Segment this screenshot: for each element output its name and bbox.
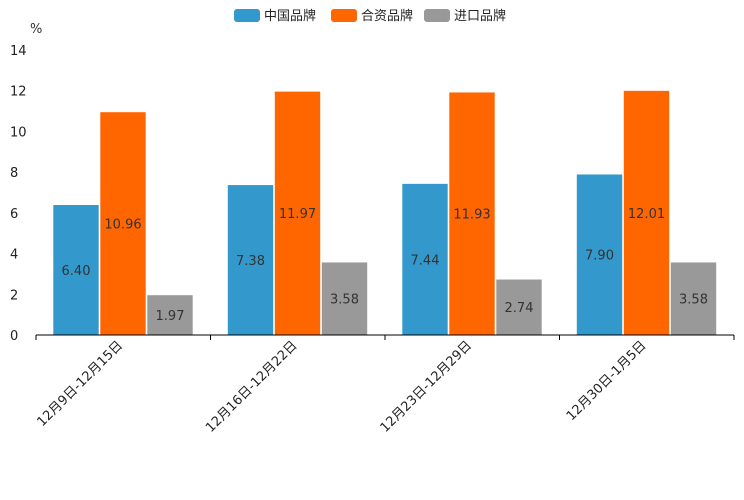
legend-item: 中国品牌 [234,8,316,24]
y-axis-label: % [30,22,42,37]
bar [99,111,147,336]
bar [227,184,274,336]
legend: 中国品牌 合资品牌 进口品牌 [234,8,506,24]
x-tick-label: 12月9日-12月15日 [34,338,126,430]
bar-value-label: 7.44 [411,253,440,268]
bar-value-label: 11.97 [279,207,316,222]
y-tick-label: 0 [10,329,18,344]
x-axis: 12月9日-12月15日 12月16日-12月22日 12月23日-12月29日 12… [34,334,735,436]
x-tick-label: 12月30日-1月5日 [564,338,650,424]
y-tick-label: 12 [10,85,27,100]
bar-value-label: 10.96 [104,217,141,232]
legend-label: 合资品牌 [361,8,413,24]
bar-value-label: 11.93 [453,208,490,223]
legend-swatch [331,9,357,22]
y-tick-label: 14 [10,44,27,59]
bar-value-label: 6.40 [62,264,91,279]
legend-label: 中国品牌 [264,8,316,24]
legend-item: 进口品牌 [424,8,506,24]
bar-value-label: 1.97 [156,309,185,324]
bar [576,173,623,336]
bar-value-label: 12.01 [628,207,665,222]
bar-value-label: 2.74 [505,301,534,316]
bar-value-label: 3.58 [679,293,708,308]
legend-item: 合资品牌 [331,8,413,24]
bar [670,261,717,336]
y-tick-label: 8 [10,166,18,181]
y-tick-label: 2 [10,288,18,303]
legend-swatch [424,9,450,22]
bar-value-label: 7.38 [236,254,265,269]
bar [623,90,670,336]
y-tick-label: 10 [10,125,27,140]
legend-swatch [234,9,260,22]
bar [52,204,100,336]
bar [448,91,496,336]
bar-value-label: 7.90 [585,249,614,264]
legend-label: 进口品牌 [454,8,506,24]
y-tick-label: 6 [10,207,18,222]
bar [321,261,368,336]
x-tick-label: 12月23日-12月29日 [378,338,475,435]
bar [146,294,194,336]
bars: 6.40 10.96 1.97 7.38 11.97 3.58 7.44 11.93 2.74 7… [52,90,717,336]
bar-value-label: 3.58 [330,293,359,308]
y-tick-label: 4 [10,248,18,263]
bar [274,91,321,336]
y-axis: 0 2 4 6 8 10 12 14 [10,44,27,344]
x-tick-label: 12月16日-12月22日 [203,338,300,435]
